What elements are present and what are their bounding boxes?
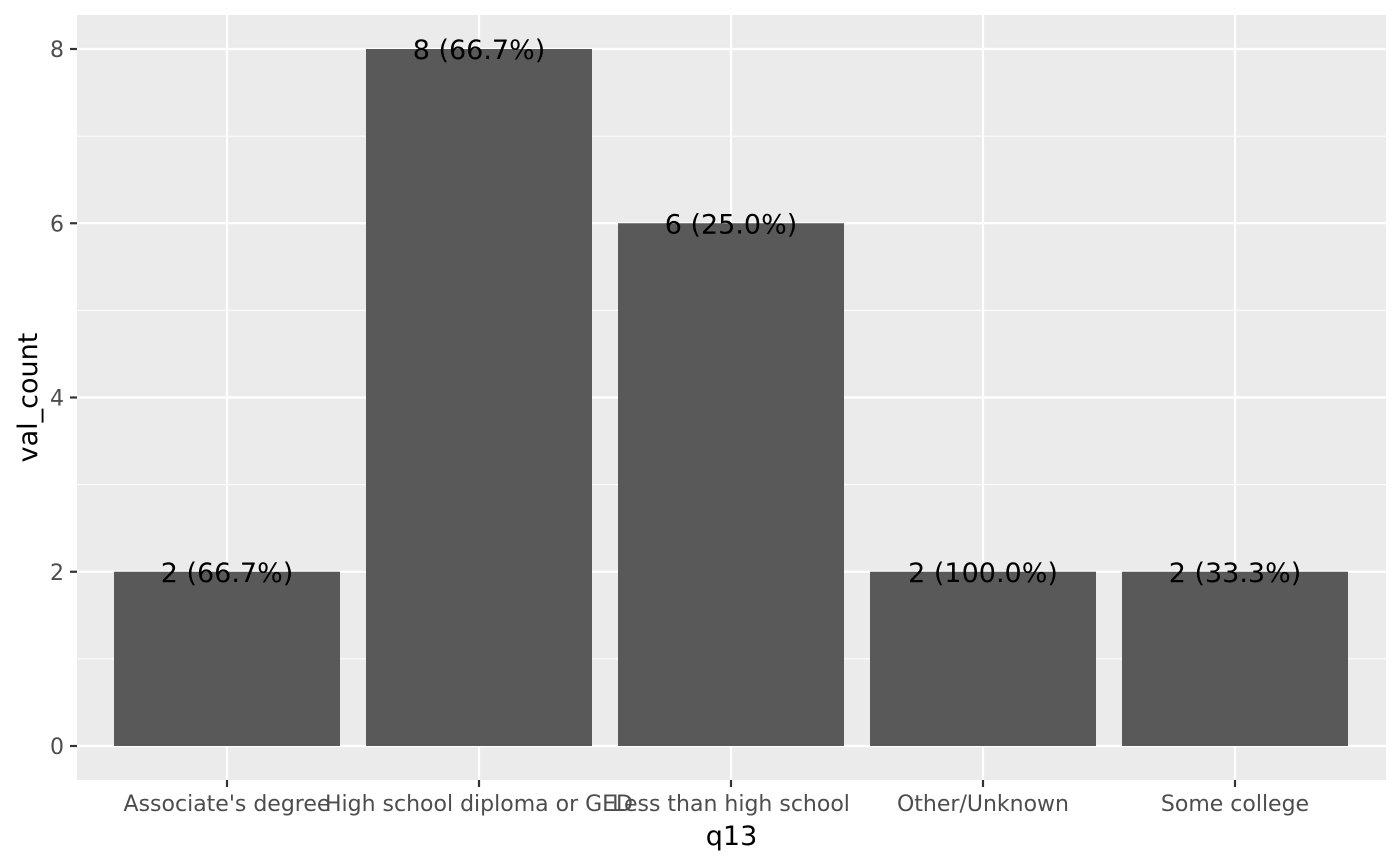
bar bbox=[618, 223, 844, 746]
data-label: 8 (66.7%) bbox=[413, 35, 546, 66]
y-tick-label: 2 bbox=[50, 561, 64, 586]
bars bbox=[114, 49, 1348, 746]
bar bbox=[114, 571, 340, 746]
data-label: 2 (33.3%) bbox=[1169, 558, 1302, 589]
x-axis-title: q13 bbox=[706, 821, 758, 852]
y-tick-label: 4 bbox=[50, 387, 64, 412]
data-labels: 2 (66.7%) 8 (66.7%) 6 (25.0%) 2 (100.0%) 2 (… bbox=[161, 35, 1302, 589]
data-label: 2 (66.7%) bbox=[161, 558, 294, 589]
bar bbox=[1122, 571, 1348, 746]
y-tick-label: 6 bbox=[50, 212, 64, 237]
data-label: 6 (25.0%) bbox=[665, 209, 798, 240]
x-tick-label: High school diploma or GED bbox=[325, 792, 633, 817]
y-tick-label: 8 bbox=[50, 38, 64, 63]
y-tick-label: 0 bbox=[50, 735, 64, 760]
bar bbox=[870, 571, 1096, 746]
bar bbox=[366, 49, 592, 746]
y-axis-title: val_count bbox=[13, 333, 44, 463]
x-tick-label: Associate's degree bbox=[124, 792, 331, 817]
x-tick-label: Some college bbox=[1161, 792, 1309, 817]
data-label: 2 (100.0%) bbox=[908, 558, 1058, 589]
y-axis: 0 2 4 6 8 bbox=[50, 38, 77, 760]
x-tick-label: Other/Unknown bbox=[897, 792, 1069, 817]
x-tick-label: Less than high school bbox=[612, 792, 850, 817]
